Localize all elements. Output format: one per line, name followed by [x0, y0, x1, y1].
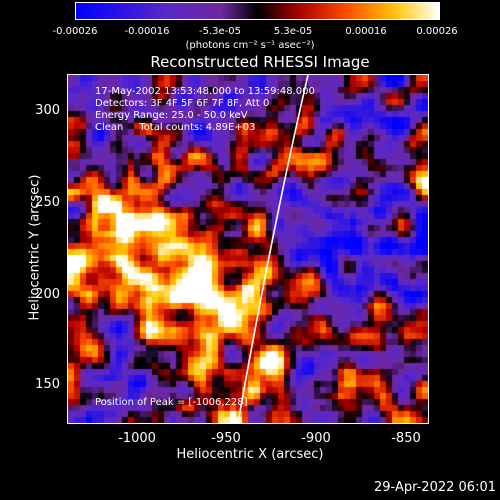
colorbar-tick: 0.00016	[345, 26, 387, 37]
x-tick-label: -950	[211, 431, 241, 446]
x-tick-label: -850	[391, 431, 421, 446]
info-detectors: Detectors: 3F 4F 5F 6F 7F 8F, Att 0	[95, 98, 270, 109]
colorbar-tick: -0.00016	[124, 26, 170, 37]
colorbar-tick: 5.3e-05	[273, 26, 313, 37]
info-time: 17-May-2002 13:53:48.000 to 13:59:48.000	[95, 86, 315, 97]
y-axis-label: Heliocentric Y (arcsec)	[27, 174, 43, 321]
info-peak: Position of Peak = [-1006,228]	[95, 397, 248, 408]
plot-timestamp: 29-Apr-2022 06:01	[374, 480, 496, 495]
image-title: Reconstructed RHESSI Image	[150, 53, 370, 71]
colorbar-units: (photons cm⁻² s⁻¹ asec⁻²)	[185, 40, 315, 51]
y-tick-label: 200	[35, 287, 60, 302]
x-tick-label: -900	[301, 431, 331, 446]
solar-limb-line	[237, 75, 309, 423]
colorbar-tick: 0.00026	[416, 26, 458, 37]
y-tick-label: 250	[35, 195, 60, 210]
image-plot	[67, 74, 429, 424]
info-energy: Energy Range: 25.0 - 50.0 keV	[95, 110, 248, 121]
colorbar	[75, 2, 440, 20]
x-tick-label: -1000	[118, 431, 156, 446]
x-axis-label: Heliocentric X (arcsec)	[176, 447, 324, 462]
colorbar-tick: -5.3e-05	[199, 26, 241, 37]
y-tick-label: 150	[35, 377, 60, 392]
colorbar-tick: -0.00026	[52, 26, 98, 37]
y-tick-label: 300	[35, 103, 60, 118]
info-clean: Clean Total counts: 4.89E+03	[95, 122, 256, 133]
